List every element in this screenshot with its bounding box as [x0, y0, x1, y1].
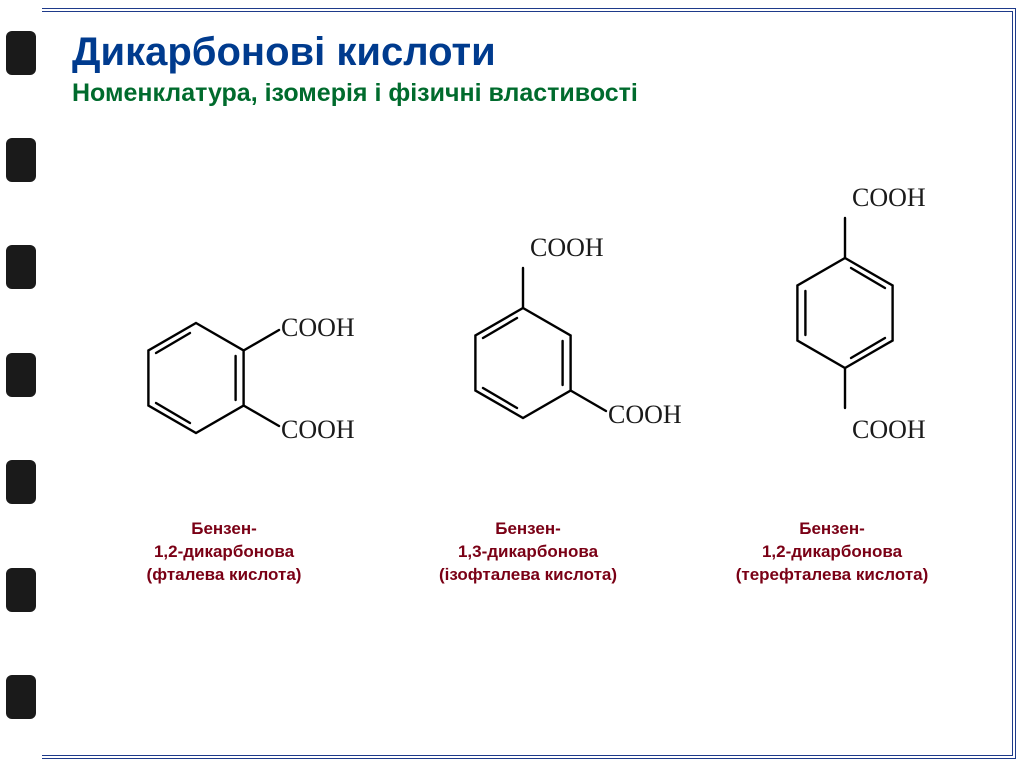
- binding-ring: [6, 245, 36, 289]
- caption-line: Бензен-: [799, 519, 865, 538]
- caption-line: Бензен-: [495, 519, 561, 538]
- cooh-label: COOH: [530, 233, 604, 262]
- slide-subtitle: Номенклатура, ізомерія і фізичні властив…: [72, 79, 984, 108]
- slide-title: Дикарбонові кислоти: [72, 30, 984, 75]
- captions-row: Бензен- 1,2-дикарбонова (фталева кислота…: [72, 518, 984, 587]
- caption-line: Бензен-: [191, 519, 257, 538]
- caption-phthalic: Бензен- 1,2-дикарбонова (фталева кислота…: [87, 518, 361, 587]
- caption-line: (фталева кислота): [147, 565, 302, 584]
- structure-phthalic: COOH COOH: [101, 248, 361, 478]
- binding-ring: [6, 675, 36, 719]
- molecule-phthalic: COOH COOH: [101, 248, 361, 478]
- spiral-binding: [0, 0, 42, 767]
- caption-line: 1,2-дикарбонова: [762, 542, 902, 561]
- cooh-label: COOH: [852, 183, 926, 212]
- molecules-row: COOH COOH COOH COOH: [72, 148, 984, 478]
- binding-ring: [6, 568, 36, 612]
- caption-line: 1,3-дикарбонова: [458, 542, 598, 561]
- cooh-label: COOH: [608, 400, 682, 429]
- molecule-terephthalic: COOH COOH: [755, 148, 955, 478]
- molecule-isophthalic: COOH COOH: [418, 198, 698, 478]
- structure-isophthalic: COOH COOH: [418, 198, 698, 478]
- cooh-label: COOH: [852, 415, 926, 444]
- cooh-label: COOH: [281, 415, 355, 444]
- caption-line: 1,2-дикарбонова: [154, 542, 294, 561]
- structure-terephthalic: COOH COOH: [755, 148, 955, 478]
- cooh-label: COOH: [281, 313, 355, 342]
- caption-terephthalic: Бензен- 1,2-дикарбонова (терефталева кис…: [695, 518, 969, 587]
- caption-line: (ізофталева кислота): [439, 565, 617, 584]
- caption-isophthalic: Бензен- 1,3-дикарбонова (ізофталева кисл…: [391, 518, 665, 587]
- binding-ring: [6, 31, 36, 75]
- caption-line: (терефталева кислота): [736, 565, 929, 584]
- binding-ring: [6, 138, 36, 182]
- binding-ring: [6, 460, 36, 504]
- binding-ring: [6, 353, 36, 397]
- slide-frame: Дикарбонові кислоти Номенклатура, ізомер…: [34, 8, 1016, 759]
